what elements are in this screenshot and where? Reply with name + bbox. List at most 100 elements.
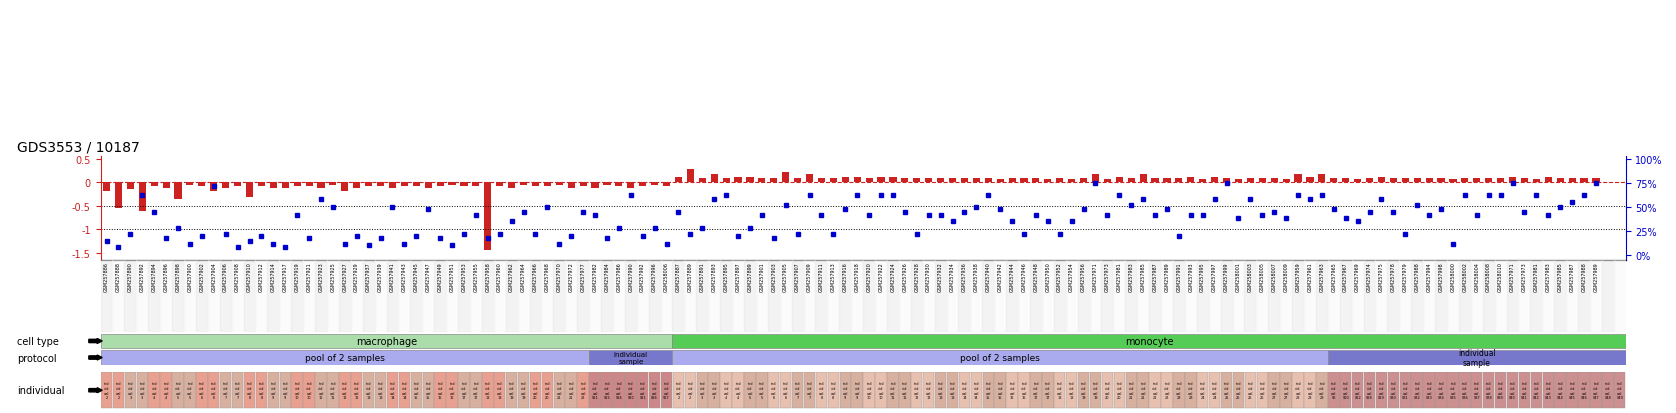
Bar <box>779 260 791 332</box>
Bar <box>411 260 422 332</box>
Text: GSM258010: GSM258010 <box>1498 262 1503 292</box>
Bar <box>292 260 303 332</box>
Text: ind
vid
ual
8: ind vid ual 8 <box>258 382 265 399</box>
FancyBboxPatch shape <box>697 373 707 408</box>
Bar <box>1580 179 1587 183</box>
FancyBboxPatch shape <box>280 373 292 408</box>
Bar <box>1450 180 1456 183</box>
Text: ind
vid
ual
S33: ind vid ual S33 <box>1426 382 1433 399</box>
Bar <box>127 183 134 190</box>
Bar <box>1364 260 1376 332</box>
Bar <box>124 260 136 332</box>
Bar <box>1257 260 1269 332</box>
Text: monocyte: monocyte <box>1125 336 1173 346</box>
FancyBboxPatch shape <box>935 373 947 408</box>
Text: GSM257973: GSM257973 <box>1522 262 1527 291</box>
Bar <box>1125 260 1138 332</box>
Bar <box>163 183 169 188</box>
Bar <box>246 183 253 198</box>
Text: GSM257897: GSM257897 <box>736 262 741 291</box>
Bar <box>851 260 863 332</box>
FancyBboxPatch shape <box>1173 373 1185 408</box>
FancyBboxPatch shape <box>982 373 994 408</box>
Text: GSM257997: GSM257997 <box>1212 262 1217 291</box>
Text: GSM257947: GSM257947 <box>426 262 431 291</box>
Bar <box>803 260 816 332</box>
FancyBboxPatch shape <box>101 373 112 408</box>
Bar <box>577 260 588 332</box>
Text: ind
vid
ual
6: ind vid ual 6 <box>771 382 776 399</box>
Text: ind
vid
ual
14: ind vid ual 14 <box>402 382 407 399</box>
Text: GSM257956: GSM257956 <box>1081 262 1086 291</box>
Bar <box>878 177 885 183</box>
FancyBboxPatch shape <box>1388 373 1399 408</box>
FancyBboxPatch shape <box>292 373 303 408</box>
Bar <box>756 260 768 332</box>
Bar <box>1458 260 1472 332</box>
FancyBboxPatch shape <box>804 373 815 408</box>
Bar <box>543 183 551 187</box>
Bar <box>709 260 721 332</box>
Text: GSM257981: GSM257981 <box>1116 262 1121 291</box>
FancyBboxPatch shape <box>912 373 922 408</box>
Text: ind
vid
ual
16: ind vid ual 16 <box>1021 382 1027 399</box>
FancyBboxPatch shape <box>672 373 684 408</box>
Bar <box>1150 260 1161 332</box>
Bar <box>1078 260 1089 332</box>
Bar <box>1056 179 1063 183</box>
FancyBboxPatch shape <box>518 373 530 408</box>
Bar <box>722 179 729 183</box>
Bar <box>1042 260 1054 332</box>
Text: GSM257902: GSM257902 <box>199 262 204 291</box>
FancyBboxPatch shape <box>434 373 446 408</box>
Bar <box>675 177 682 183</box>
Bar <box>1101 260 1113 332</box>
Text: GSM257893: GSM257893 <box>712 262 717 291</box>
Text: GSM257958: GSM257958 <box>486 262 491 291</box>
Bar <box>1009 179 1016 183</box>
Text: macrophage: macrophage <box>355 336 417 346</box>
Text: ind
vid
ual
2: ind vid ual 2 <box>675 382 680 399</box>
Text: ind
vid
ual
14: ind vid ual 14 <box>962 382 967 399</box>
Text: GSM257953: GSM257953 <box>461 262 466 291</box>
Bar <box>794 179 801 183</box>
Bar <box>853 177 861 183</box>
Bar <box>496 183 503 187</box>
Text: ind
vid
ual
17: ind vid ual 17 <box>461 382 466 399</box>
Bar <box>116 183 122 209</box>
Text: ind
vid
ual
18: ind vid ual 18 <box>1058 382 1063 399</box>
FancyBboxPatch shape <box>196 373 208 408</box>
FancyBboxPatch shape <box>136 373 147 408</box>
Text: ind
vid
ual
4: ind vid ual 4 <box>163 382 169 399</box>
FancyBboxPatch shape <box>1042 373 1054 408</box>
FancyBboxPatch shape <box>1530 373 1542 408</box>
Text: ind
vid
ual
11: ind vid ual 11 <box>318 382 323 399</box>
FancyBboxPatch shape <box>339 373 350 408</box>
Text: GSM257943: GSM257943 <box>402 262 407 291</box>
Bar <box>1089 260 1101 332</box>
Bar <box>625 260 637 332</box>
FancyBboxPatch shape <box>1435 373 1446 408</box>
Bar <box>1093 174 1099 183</box>
Bar <box>422 260 434 332</box>
FancyBboxPatch shape <box>637 373 649 408</box>
FancyBboxPatch shape <box>399 373 411 408</box>
FancyBboxPatch shape <box>161 373 173 408</box>
Text: ind
vid
ual
25: ind vid ual 25 <box>1235 382 1242 399</box>
FancyBboxPatch shape <box>303 373 315 408</box>
FancyBboxPatch shape <box>590 373 600 408</box>
FancyBboxPatch shape <box>315 373 327 408</box>
Bar <box>568 183 575 188</box>
Text: ind
vid
ual
S26: ind vid ual S26 <box>652 382 659 399</box>
Text: GDS3553 / 10187: GDS3553 / 10187 <box>17 140 139 154</box>
Bar <box>887 260 898 332</box>
FancyBboxPatch shape <box>101 334 672 348</box>
Bar <box>112 260 124 332</box>
Text: GSM257914: GSM257914 <box>272 262 277 291</box>
Bar <box>1327 260 1339 332</box>
Bar <box>1292 260 1304 332</box>
Text: ind
vid
ual
21: ind vid ual 21 <box>556 382 561 399</box>
FancyBboxPatch shape <box>184 373 196 408</box>
Bar <box>758 179 766 183</box>
Text: GSM257965: GSM257965 <box>1331 262 1336 291</box>
